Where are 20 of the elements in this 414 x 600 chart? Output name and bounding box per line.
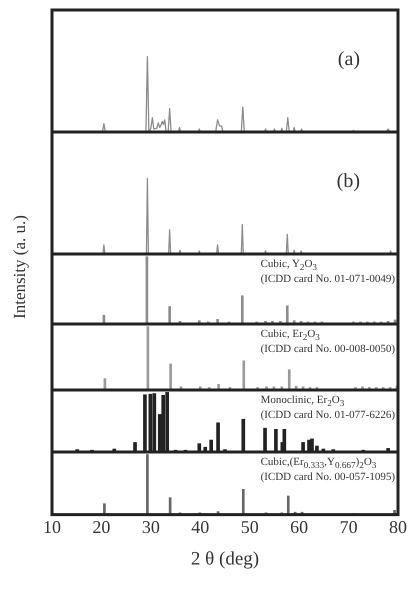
annotation: (ICDD card No. 01-071-0049) [260, 273, 395, 286]
x-tick-label: 60 [290, 517, 308, 538]
annotation: (a) [338, 48, 360, 70]
x-tick-label: 10 [43, 517, 61, 538]
x-tick-label: 40 [191, 517, 210, 538]
x-tick-label: 30 [142, 517, 160, 538]
annotation: Cubic,(Er$_{0.333}$,Y$_{0.667}$)$_{2}$O$_{3}$ [260, 456, 378, 472]
annotation: (ICDD card No. 01-077-6226) [260, 409, 395, 422]
annotation: (ICDD card No. 00-057-1095) [260, 471, 395, 484]
annotation: (ICDD card No. 00-008-0050) [260, 343, 395, 356]
y-axis-title: Intensity (a. u.) [10, 214, 30, 318]
annotation: Monoclinic, Er$_{2}$O$_{3}$ [260, 394, 346, 410]
x-tick-label: 50 [240, 517, 259, 538]
x-axis-title: 2 θ (deg) [190, 548, 260, 570]
annotation: Cubic, Er$_{2}$O$_{3}$ [260, 328, 321, 344]
x-tick-label: 80 [389, 517, 407, 538]
annotation: (b) [336, 170, 360, 192]
x-tick-label: 70 [340, 517, 358, 538]
annotation: Cubic, Y$_{2}$O$_{3}$ [260, 258, 318, 274]
x-tick-label: 20 [92, 517, 110, 538]
